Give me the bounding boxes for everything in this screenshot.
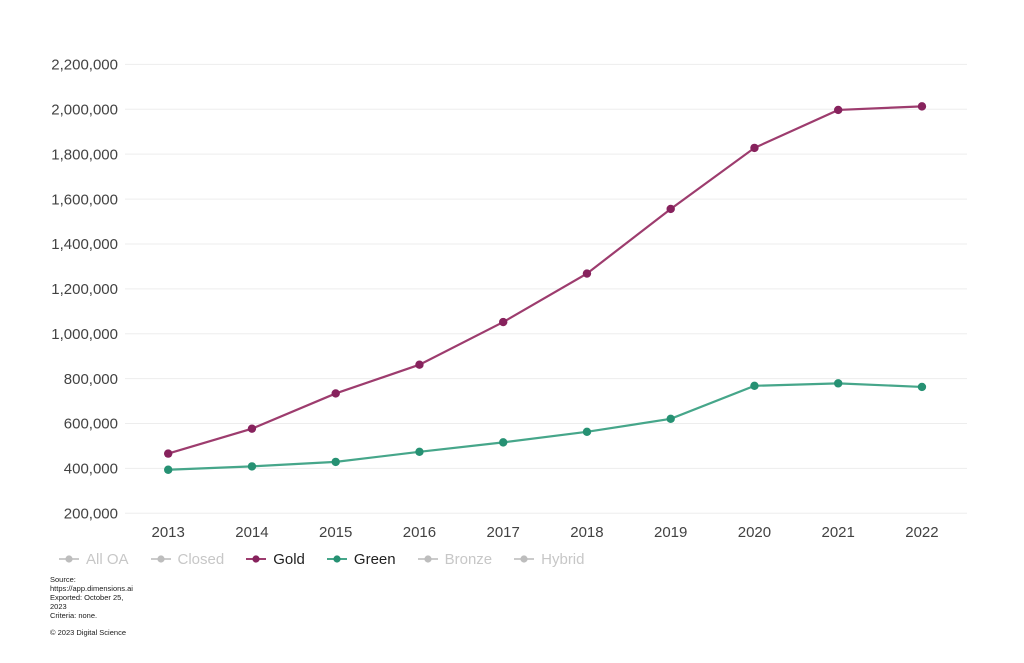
gold-series-line <box>167 105 922 455</box>
legend-item-gold[interactable]: Gold <box>245 551 305 568</box>
x-axis-tick-label: 2020 <box>738 524 771 541</box>
source-line: Criteria: none. <box>50 611 98 620</box>
green-data-point[interactable] <box>917 382 927 392</box>
legend-label: Gold <box>273 550 305 568</box>
x-axis-tick-label: 2016 <box>403 524 436 541</box>
gold-data-point[interactable] <box>164 449 173 458</box>
legend-label: Closed <box>177 550 225 568</box>
gold-data-point[interactable] <box>499 317 508 327</box>
y-axis-tick-label: 1,400,000 <box>51 236 118 253</box>
green-series-line <box>168 382 922 471</box>
green-data-point[interactable] <box>331 457 340 467</box>
green-data-point[interactable] <box>415 447 424 457</box>
x-axis-tick-label: 2017 <box>487 524 520 541</box>
chart-canvas: 200,000 400,000 600,000 800,000 1,000,000 1,2… <box>51 57 967 541</box>
legend-item-all-oa[interactable]: All OA <box>58 551 129 568</box>
x-axis-tick-label: 2021 <box>822 524 855 541</box>
y-axis-tick-label: 400,000 <box>64 461 118 478</box>
source-line: 2023 <box>50 602 67 611</box>
source-text: Source: https://app.dimensions.ai Exported… <box>50 575 133 620</box>
line-chart: 200,000 400,000 600,000 800,000 1,000,000 1,2… <box>51 57 967 541</box>
legend-item-closed[interactable]: Closed <box>150 550 225 568</box>
green-data-point[interactable] <box>499 438 508 447</box>
legend-label: Bronze <box>444 550 493 568</box>
source-line: Source: <box>50 575 76 584</box>
chart-legend: All OA Closed Gold Green Bronze Hybrid <box>58 547 585 571</box>
source-line: https://app.dimensions.ai <box>50 584 133 593</box>
source-line: Exported: October 25, <box>50 593 124 602</box>
gold-data-point[interactable] <box>331 389 340 398</box>
y-axis-tick-label: 1,800,000 <box>51 146 118 163</box>
copyright-text: © 2023 Digital Science <box>50 628 126 637</box>
legend-label: Green <box>353 550 396 568</box>
gold-data-point[interactable] <box>247 424 257 433</box>
y-axis-tick-label: 600,000 <box>64 416 118 433</box>
x-axis-tick-label: 2018 <box>570 524 603 541</box>
y-axis-tick-label: 2,200,000 <box>51 57 118 74</box>
y-axis-tick-label: 1,000,000 <box>51 326 118 343</box>
y-axis-tick-label: 1,600,000 <box>51 191 118 208</box>
y-axis-tick-label: 2,000,000 <box>51 101 118 118</box>
green-data-point[interactable] <box>834 379 843 388</box>
green-data-point[interactable] <box>582 427 592 437</box>
gold-data-point[interactable] <box>666 204 675 214</box>
legend-label: Hybrid <box>541 550 585 568</box>
green-data-point[interactable] <box>750 381 759 391</box>
legend-item-hybrid[interactable]: Hybrid <box>513 550 585 568</box>
green-data-point[interactable] <box>247 462 257 471</box>
y-axis-tick-label: 200,000 <box>64 506 118 523</box>
green-data-point[interactable] <box>666 414 675 424</box>
x-axis-tick-label: 2014 <box>235 524 268 541</box>
y-axis-tick-label: 1,200,000 <box>51 281 118 298</box>
gold-data-point[interactable] <box>415 360 424 369</box>
gold-data-point[interactable] <box>750 143 759 153</box>
x-axis-tick-label: 2019 <box>654 524 687 541</box>
legend-label: All OA <box>86 550 129 568</box>
legend-series-marker-icon <box>514 555 535 563</box>
x-axis-tick-label: 2013 <box>152 524 185 541</box>
legend-series-marker-icon <box>150 555 171 563</box>
gold-data-point[interactable] <box>917 102 927 111</box>
x-axis-tick-label: 2022 <box>905 524 938 541</box>
green-data-point[interactable] <box>164 465 173 474</box>
legend-item-bronze[interactable]: Bronze <box>417 550 493 568</box>
legend-series-marker-icon <box>417 555 438 563</box>
legend-item-green[interactable]: Green <box>326 551 396 568</box>
legend-series-marker-icon <box>326 555 347 563</box>
y-axis-tick-label: 800,000 <box>64 371 118 388</box>
legend-series-marker-icon <box>246 555 267 563</box>
x-axis-tick-label: 2015 <box>319 524 352 541</box>
gold-data-point[interactable] <box>582 269 592 278</box>
gold-data-point[interactable] <box>834 105 843 115</box>
legend-series-marker-icon <box>59 555 79 563</box>
